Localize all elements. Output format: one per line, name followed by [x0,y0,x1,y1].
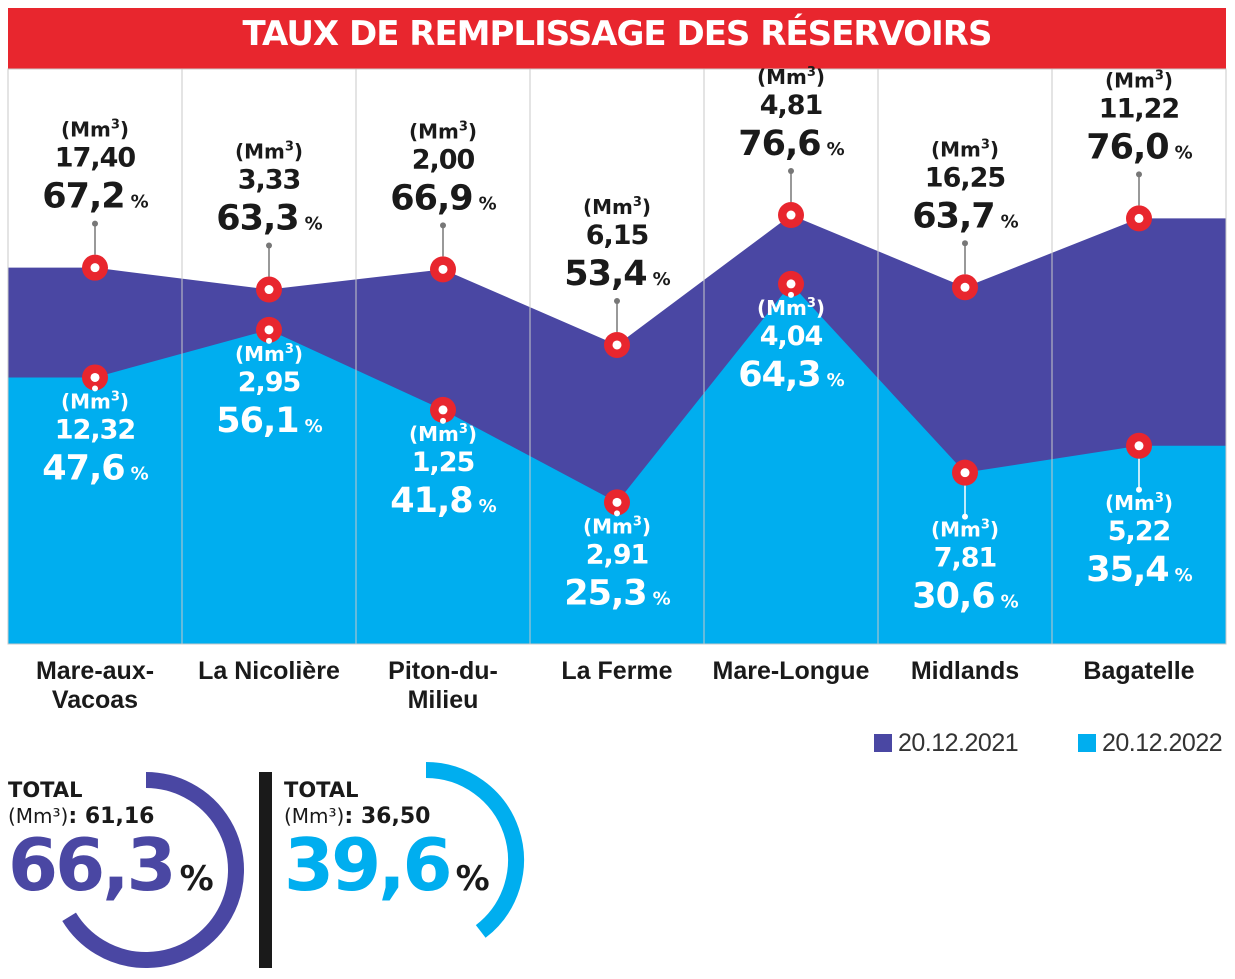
point-2021-center [1134,213,1144,223]
category-label: La Nicolière [198,657,340,685]
category-label: Vacoas [52,686,138,714]
leader-dot-2021 [92,220,98,227]
total-label: TOTAL [8,778,83,802]
category-label: Midlands [911,657,1019,685]
leader-dot-2021 [440,222,446,229]
point-2021-center [264,285,274,295]
volume-label: 2,95 [238,367,301,398]
point-2021-center [786,210,796,220]
series-area-2022 [8,283,1226,644]
point-2022-center [264,325,274,335]
title-banner: TAUX DE REMPLISSAGE DES RÉSERVOIRS [8,8,1226,69]
total-percent-sign: % [455,859,490,899]
legend-swatch-2022 [1078,734,1096,752]
category-label: Piton-du- [388,657,498,685]
total-unit: (Mm³) [284,804,345,828]
category-label: Mare-Longue [713,657,870,685]
legend-item-2022: 20.12.2022 [1078,728,1223,758]
legend-label-2022: 20.12.2022 [1102,728,1223,757]
leader-dot-2022 [614,510,620,517]
point-2022-center [612,497,622,507]
plot-frame [7,68,1227,645]
total-percent: 39,6 [284,823,453,907]
point-2022-center [786,279,796,289]
total-percent-row: 66,3% [8,827,214,917]
total-2022: TOTAL (Mm³): 36,50 39,6% [284,778,490,917]
volume-label: 2,00 [412,144,475,175]
volume-label: 4,04 [760,321,823,352]
volume-label: 11,22 [1099,93,1179,124]
volume-label: 2,91 [586,539,649,570]
point-2022-center [90,372,100,382]
total-unit: (Mm³) [8,804,69,828]
legend-item-2021: 20.12.2021 [874,728,1019,758]
total-percent-row: 39,6% [284,827,490,917]
leader-dot-2022 [440,417,446,424]
volume-label: 17,40 [55,143,136,174]
point-2022-center [960,468,970,478]
leader-dot-2022 [266,337,272,344]
point-2021-center [90,263,100,273]
volume-label: 3,33 [238,165,301,196]
total-label: TOTAL [284,778,359,802]
volume-label: 16,25 [925,162,1005,193]
total-2021: TOTAL (Mm³): 61,16 66,3% [8,778,214,917]
total-percent-sign: % [179,859,214,899]
point-2022-center [438,405,448,415]
total-volume: 61,16 [84,804,155,829]
leader-dot-2021 [614,297,620,304]
total-volume-row: (Mm³): 61,16 [8,804,155,829]
totals-divider [259,772,272,968]
volume-label: 7,81 [934,543,997,574]
leader-dot-2021 [962,240,968,247]
chart-title: TAUX DE REMPLISSAGE DES RÉSERVOIRS [242,14,993,54]
volume-label: 5,22 [1108,516,1171,547]
leader-dot-2022 [1136,486,1142,493]
point-2022-center [1134,441,1144,451]
point-2021-center [612,340,622,350]
category-label: Milieu [408,686,479,714]
leader-dot-2021 [266,242,272,249]
legend-swatch-2021 [874,734,892,752]
volume-label: 1,25 [412,447,475,478]
unit-label: (Mm3) [757,65,825,89]
percent-label: 30,6% [912,577,1018,617]
leader-dot-2022 [92,385,98,392]
category-label: La Ferme [561,657,672,685]
total-volume-row: (Mm³): 36,50 [284,804,431,829]
volume-label: 4,81 [760,90,823,121]
total-gauge-2021 [62,772,244,968]
leader-dot-2022 [788,291,794,298]
leader-dot-2022 [962,513,968,520]
total-percent: 66,3 [8,823,177,907]
leader-dot-2021 [788,168,794,175]
legend-label-2021: 20.12.2021 [898,728,1019,757]
total-gauge-2022 [425,762,524,938]
percent-label: 76,6% [738,124,844,164]
point-2021-center [960,282,970,292]
category-label: Mare-aux- [36,657,154,685]
unit-label: (Mm3) [583,514,651,538]
volume-label: 6,15 [586,220,649,251]
point-2021-center [438,264,448,274]
leader-dot-2021 [1136,171,1142,178]
category-label: Bagatelle [1083,657,1194,685]
total-volume: 36,50 [360,804,431,829]
volume-label: 12,32 [55,414,135,445]
